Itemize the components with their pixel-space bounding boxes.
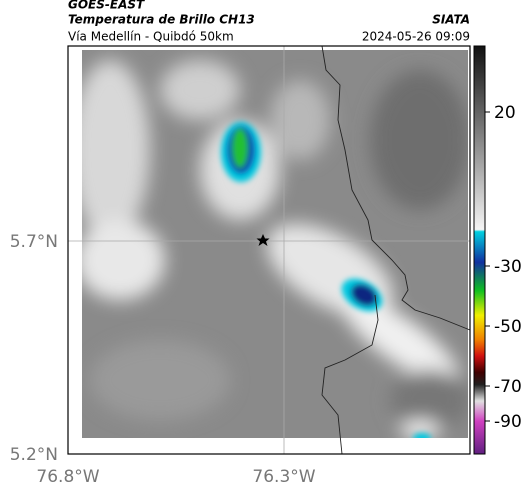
colorbar-label: -90 xyxy=(494,412,522,432)
satellite: GOES-EAST xyxy=(68,0,145,12)
lon-label: 76.3°W xyxy=(252,467,315,487)
source: SIATA xyxy=(432,13,470,27)
colorbar-label: -50 xyxy=(494,317,522,337)
border xyxy=(321,294,379,455)
satellite-image xyxy=(82,50,468,438)
colorbar xyxy=(473,45,486,455)
map-frame xyxy=(67,45,471,455)
colorbar-label: 20 xyxy=(494,103,516,123)
subtitle: Vía Medellín - Quibdó 50km xyxy=(68,30,234,44)
title: Temperatura de Brillo CH13 xyxy=(68,13,255,27)
colorbar-label: -70 xyxy=(494,377,522,397)
lon-label: 76.8°W xyxy=(36,467,99,487)
location-marker xyxy=(256,234,270,246)
colorbar-label: -30 xyxy=(494,257,522,277)
lat-label: 5.7°N xyxy=(10,232,58,252)
border xyxy=(321,45,471,331)
datetime: 2024-05-26 09:09 xyxy=(362,30,470,44)
lat-label: 5.2°N xyxy=(10,445,58,465)
